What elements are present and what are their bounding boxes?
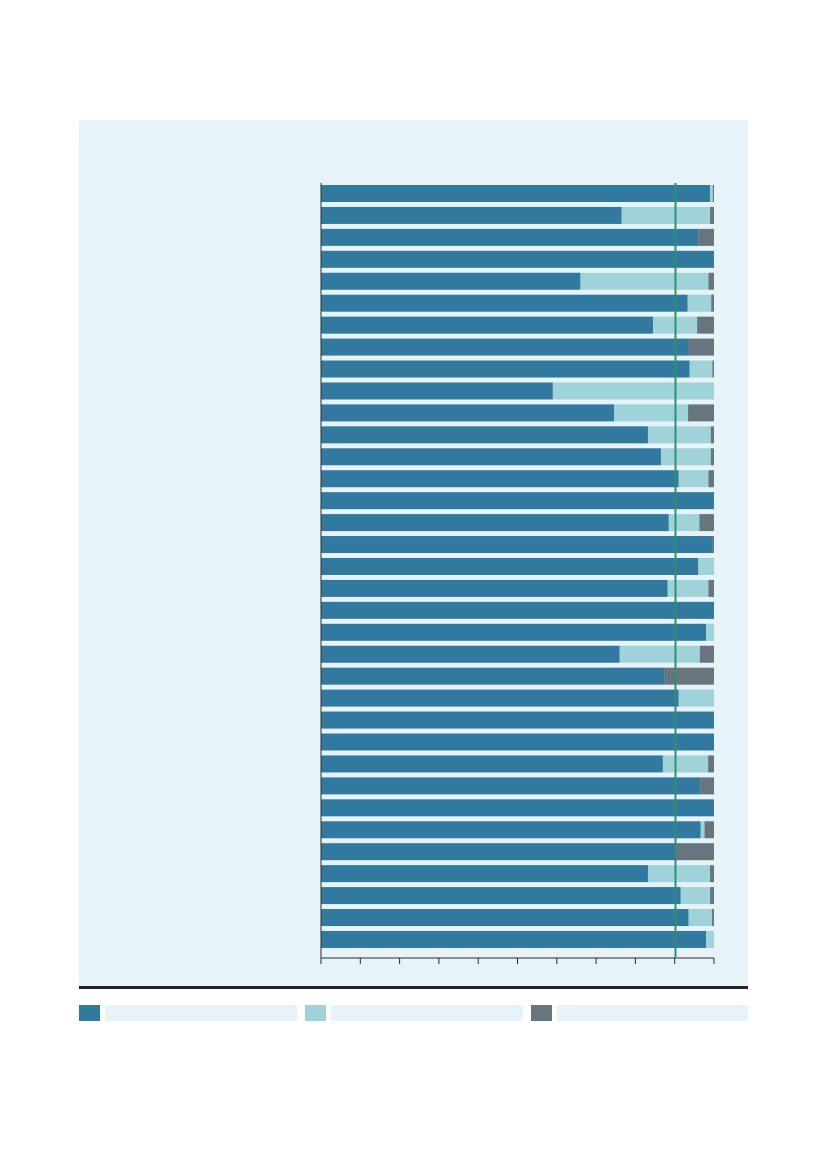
bar-segment-series-2-row-5 xyxy=(580,272,709,290)
bar-segment-series-3-row-5 xyxy=(708,272,714,290)
bar-segment-series-1-row-29 xyxy=(321,799,714,817)
bar-segment-series-3-row-1 xyxy=(712,185,714,202)
bar-segment-series-3-row-22 xyxy=(699,645,714,663)
stacked-bar-chart xyxy=(320,183,715,964)
bar-segment-series-1-row-11 xyxy=(321,404,615,422)
bar-segment-series-1-row-17 xyxy=(321,536,713,554)
bar-segment-series-1-row-15 xyxy=(321,492,714,510)
bar-segment-series-2-row-21 xyxy=(706,623,714,641)
bar-segment-series-3-row-34 xyxy=(712,909,714,927)
bar-segment-series-2-row-13 xyxy=(660,448,711,466)
bar-segment-series-1-row-2 xyxy=(321,206,622,224)
bar-segment-series-3-row-2 xyxy=(710,206,714,224)
bar-segment-series-2-row-24 xyxy=(678,689,714,707)
bar-segment-series-3-row-28 xyxy=(700,777,714,795)
bar-segment-series-3-row-17 xyxy=(712,536,714,554)
bar-segment-series-1-row-33 xyxy=(321,887,681,905)
bottom-rule xyxy=(79,986,748,989)
bar-segment-series-1-row-8 xyxy=(321,338,689,356)
bar-segment-series-3-row-19 xyxy=(708,579,714,597)
bar-segment-series-1-row-25 xyxy=(321,711,714,729)
bar-segment-series-3-row-31 xyxy=(674,843,714,861)
bar-segment-series-3-row-12 xyxy=(710,426,714,444)
chart-panel xyxy=(79,120,748,987)
bar-segment-series-2-row-32 xyxy=(647,865,711,883)
bar-segment-series-2-row-10 xyxy=(552,382,714,400)
bar-segment-series-1-row-28 xyxy=(321,777,701,795)
bar-segment-series-3-row-3 xyxy=(698,228,714,246)
bar-segment-series-3-row-13 xyxy=(710,448,714,466)
bar-segment-series-2-row-30 xyxy=(700,821,705,839)
bar-segment-series-1-row-7 xyxy=(321,316,654,334)
bars-group xyxy=(321,185,714,948)
x-axis xyxy=(320,183,715,964)
legend-swatch-series-1 xyxy=(79,1005,100,1021)
bar-segment-series-2-row-33 xyxy=(680,887,711,905)
bar-segment-series-1-row-6 xyxy=(321,294,688,312)
bar-segment-series-2-row-14 xyxy=(678,470,709,488)
bar-segment-series-1-row-20 xyxy=(321,601,714,619)
bar-segment-series-1-row-13 xyxy=(321,448,661,466)
bar-segment-series-1-row-24 xyxy=(321,689,679,707)
bar-segment-series-3-row-16 xyxy=(699,514,714,532)
bar-segment-series-3-row-14 xyxy=(708,470,714,488)
bar-segment-series-2-row-19 xyxy=(667,579,709,597)
bar-segment-series-1-row-16 xyxy=(321,514,669,532)
bar-segment-series-2-row-12 xyxy=(647,426,711,444)
bar-segment-series-3-row-7 xyxy=(697,316,714,334)
bar-segment-series-1-row-31 xyxy=(321,843,675,861)
bar-segment-series-1-row-18 xyxy=(321,557,699,575)
bar-segment-series-1-row-9 xyxy=(321,360,690,378)
bar-segment-series-1-row-34 xyxy=(321,909,689,927)
bar-segment-series-2-row-18 xyxy=(698,557,714,575)
bar-segment-series-1-row-12 xyxy=(321,426,648,444)
bar-segment-series-3-row-8 xyxy=(688,338,714,356)
bar-segment-series-1-row-14 xyxy=(321,470,679,488)
bar-segment-series-1-row-3 xyxy=(321,228,699,246)
bar-segment-series-3-row-27 xyxy=(708,755,714,773)
bar-segment-series-1-row-22 xyxy=(321,645,620,663)
bar-segment-series-2-row-16 xyxy=(668,514,700,532)
bar-segment-series-2-row-1 xyxy=(710,185,713,202)
legend-swatch-series-2 xyxy=(305,1005,326,1021)
bar-segment-series-3-row-30 xyxy=(704,821,714,839)
legend-label-series-1 xyxy=(105,1005,297,1021)
bar-segment-series-3-row-9 xyxy=(712,360,714,378)
bar-segment-series-1-row-23 xyxy=(321,667,665,685)
bar-segment-series-1-row-35 xyxy=(321,930,707,948)
bar-segment-series-1-row-32 xyxy=(321,865,648,883)
bar-segment-series-1-row-1 xyxy=(321,185,711,202)
bar-segment-series-1-row-21 xyxy=(321,623,707,641)
bar-segment-series-2-row-9 xyxy=(689,360,713,378)
bar-segment-series-1-row-27 xyxy=(321,755,663,773)
bar-segment-series-1-row-10 xyxy=(321,382,553,400)
bar-segment-series-2-row-34 xyxy=(688,909,713,927)
bar-segment-series-1-row-5 xyxy=(321,272,581,290)
bar-segment-series-3-row-33 xyxy=(710,887,714,905)
bar-segment-series-2-row-2 xyxy=(621,206,711,224)
bar-segment-series-3-row-23 xyxy=(664,667,714,685)
bar-segment-series-2-row-11 xyxy=(614,404,689,422)
bar-segment-series-2-row-6 xyxy=(687,294,712,312)
bar-segment-series-3-row-6 xyxy=(711,294,714,312)
bar-segment-series-1-row-4 xyxy=(321,250,714,268)
bar-segment-series-3-row-32 xyxy=(710,865,714,883)
bar-segment-series-2-row-22 xyxy=(619,645,700,663)
bar-segment-series-2-row-27 xyxy=(662,755,709,773)
bar-segment-series-1-row-26 xyxy=(321,733,714,751)
legend-label-series-2 xyxy=(331,1005,523,1021)
legend-swatch-series-3 xyxy=(531,1005,552,1021)
legend-label-series-3 xyxy=(557,1005,748,1021)
bar-segment-series-1-row-19 xyxy=(321,579,668,597)
bar-segment-series-3-row-11 xyxy=(688,404,714,422)
bar-segment-series-2-row-35 xyxy=(706,930,714,948)
bar-segment-series-1-row-30 xyxy=(321,821,701,839)
